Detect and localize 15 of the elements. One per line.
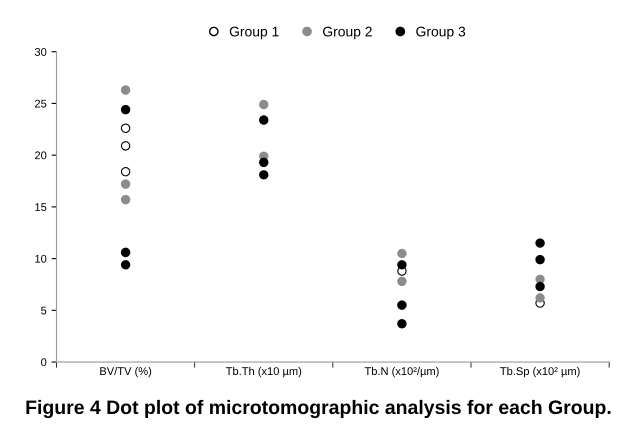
- y-tick-label: 30: [34, 48, 46, 56]
- caption: Figure 4 Dot plot of microtomographic analysis for each Group.: [26, 400, 610, 418]
- legend-label: Group 1: [230, 26, 279, 40]
- x-tick-label: Tb.N (x10²/µm): [364, 366, 439, 378]
- y-tick-label: 20: [35, 151, 46, 160]
- x-tick-label: BV/TV (%): [100, 366, 152, 378]
- y-tick-label: 10: [35, 254, 46, 263]
- y-tick-label: 5: [41, 306, 46, 314]
- x-tick-label: Tb.Th (x10 µm): [226, 366, 302, 378]
- legend-label: Group 2: [323, 26, 372, 40]
- y-tick-label: 15: [35, 203, 46, 212]
- legend-label: Group 3: [416, 26, 466, 40]
- y-tick-label: 0: [41, 358, 46, 366]
- y-tick-label: 25: [35, 100, 46, 108]
- x-tick-label: Tb.Sp (x10² µm): [500, 366, 580, 378]
